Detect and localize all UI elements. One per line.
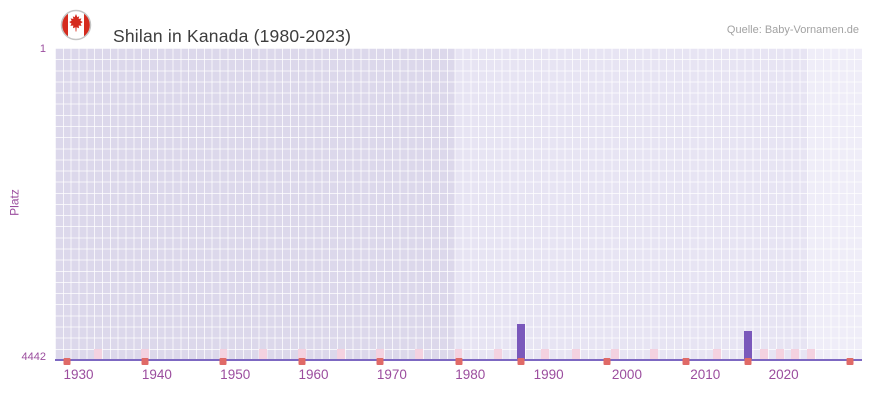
canada-flag-icon (60, 9, 92, 41)
plot-area (55, 48, 862, 365)
x-axis-ticks: 1930 1940 1950 1960 1970 1980 1990 2000 2010 2020 (55, 367, 862, 385)
axis-tick-mark (744, 358, 752, 365)
faint-year-cell (611, 349, 620, 360)
chart-title: Shilan in Kanada (1980-2023) (113, 25, 352, 46)
x-tick-2000: 2000 (611, 367, 642, 382)
bar-1986[interactable] (517, 324, 526, 360)
faint-year-cell (713, 349, 721, 360)
faint-year-cell (791, 349, 800, 360)
faint-year-cell (493, 349, 502, 360)
axis-tick-mark (376, 358, 384, 365)
x-tick-1950: 1950 (220, 367, 251, 382)
x-tick-1960: 1960 (298, 367, 329, 382)
faint-year-cell (572, 349, 580, 360)
faint-year-cell (760, 349, 768, 360)
y-tick-bottom: 4442 (21, 351, 46, 363)
x-tick-1990: 1990 (533, 367, 564, 382)
faint-year-cell (94, 349, 102, 360)
x-tick-2020: 2020 (768, 367, 799, 382)
faint-year-cell (807, 349, 815, 360)
faint-year-cell (258, 349, 267, 360)
bar-2015[interactable] (744, 331, 753, 360)
source-attribution: Quelle: Baby-Vornamen.de (726, 24, 859, 36)
axis-tick-mark (63, 358, 71, 365)
faint-year-cell (297, 349, 306, 360)
x-tick-1940: 1940 (141, 367, 172, 382)
y-tick-top: 1 (39, 43, 46, 55)
faint-year-cell (650, 349, 659, 360)
axis-tick-mark (603, 358, 611, 365)
faint-year-cell (540, 349, 549, 360)
faint-year-cell (219, 349, 228, 360)
faint-year-cell (376, 349, 385, 360)
faint-year-cell (415, 349, 424, 360)
x-tick-1970: 1970 (376, 367, 407, 382)
x-tick-2010: 2010 (690, 367, 721, 382)
y-axis-label: Platz (7, 189, 22, 216)
axis-tick-mark (219, 358, 227, 365)
faint-year-cell (337, 349, 345, 360)
faint-year-cell (775, 349, 784, 360)
axis-tick-mark (141, 358, 149, 365)
faint-year-cell (454, 349, 463, 360)
axis-tick-mark (455, 358, 462, 365)
axis-tick-mark (682, 358, 690, 365)
faint-year-cell (141, 349, 149, 360)
x-tick-1930: 1930 (63, 367, 94, 382)
axis-tick-mark (846, 358, 854, 365)
grid-lines (55, 48, 862, 360)
axis-tick-mark (517, 358, 525, 365)
x-tick-1980: 1980 (455, 367, 486, 382)
axis-tick-mark (298, 358, 306, 365)
